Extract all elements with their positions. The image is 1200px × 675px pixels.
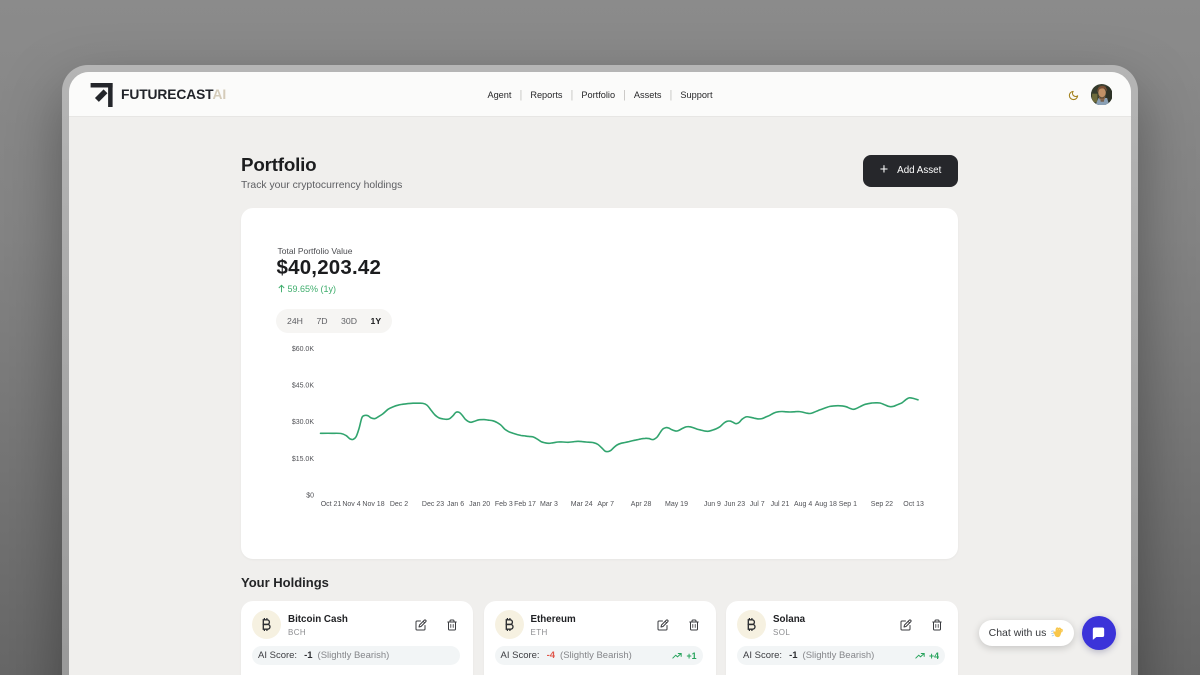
svg-text:Feb 3: Feb 3 [495, 501, 513, 508]
svg-text:Jun 9: Jun 9 [704, 501, 721, 508]
svg-text:Dec 23: Dec 23 [422, 501, 444, 508]
svg-text:Feb 17: Feb 17 [514, 501, 536, 508]
svg-text:Aug 18: Aug 18 [815, 501, 837, 508]
svg-text:Nov 18: Nov 18 [362, 501, 384, 508]
svg-text:Oct 21: Oct 21 [321, 501, 342, 508]
svg-text:$45.0K: $45.0K [292, 383, 315, 390]
svg-text:Sep 1: Sep 1 [839, 501, 857, 508]
svg-text:Jul 7: Jul 7 [750, 501, 765, 508]
svg-text:Sep 22: Sep 22 [871, 501, 893, 508]
svg-text:Nov 4: Nov 4 [342, 501, 360, 508]
svg-text:$30.0K: $30.0K [292, 419, 315, 426]
svg-text:$15.0K: $15.0K [292, 456, 315, 463]
svg-text:Jul 21: Jul 21 [771, 501, 790, 508]
svg-text:Aug 4: Aug 4 [794, 501, 812, 508]
svg-text:$60.0K: $60.0K [292, 346, 315, 353]
svg-text:Dec 2: Dec 2 [390, 501, 408, 508]
svg-text:Oct 13: Oct 13 [903, 501, 924, 508]
svg-text:Jan 20: Jan 20 [469, 501, 490, 508]
svg-text:Mar 24: Mar 24 [571, 501, 593, 508]
svg-text:Jun 23: Jun 23 [724, 501, 745, 508]
svg-text:Apr 28: Apr 28 [631, 501, 652, 508]
svg-text:Mar 3: Mar 3 [540, 501, 558, 508]
svg-text:$0: $0 [306, 492, 314, 499]
svg-text:Jan 6: Jan 6 [447, 501, 464, 508]
svg-text:Apr 7: Apr 7 [597, 501, 614, 508]
svg-text:May 19: May 19 [665, 501, 688, 508]
